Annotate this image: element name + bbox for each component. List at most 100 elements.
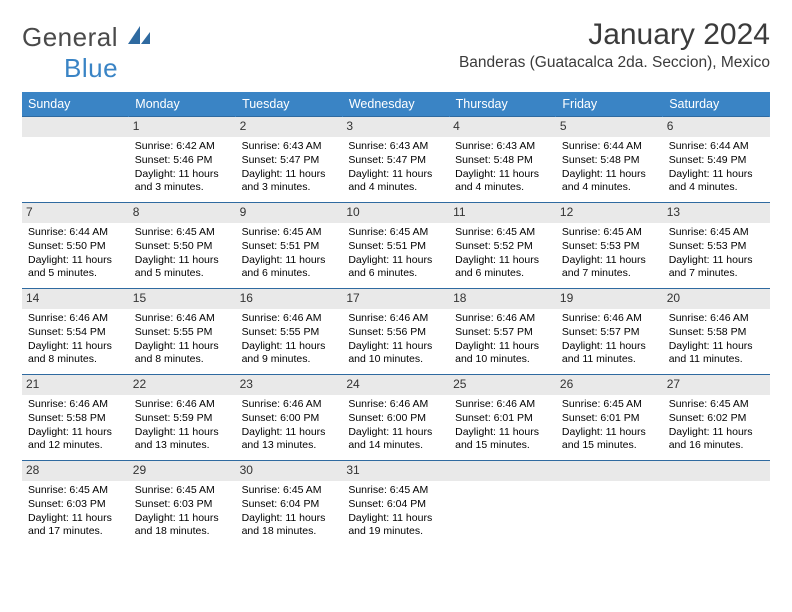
day-header: Friday xyxy=(556,92,663,117)
daylight-text: Daylight: 11 hours and 10 minutes. xyxy=(348,340,443,368)
daylight-text: Daylight: 11 hours and 12 minutes. xyxy=(28,426,123,454)
day-number: 24 xyxy=(342,375,449,395)
sunset-text: Sunset: 6:03 PM xyxy=(28,498,123,512)
sunset-text: Sunset: 5:58 PM xyxy=(28,412,123,426)
sunset-text: Sunset: 6:00 PM xyxy=(242,412,337,426)
daylight-text: Daylight: 11 hours and 5 minutes. xyxy=(28,254,123,282)
day-cell: 6Sunrise: 6:44 AMSunset: 5:49 PMDaylight… xyxy=(663,117,770,203)
day-number: 21 xyxy=(22,375,129,395)
day-header: Thursday xyxy=(449,92,556,117)
daylight-text: Daylight: 11 hours and 3 minutes. xyxy=(135,168,230,196)
sunrise-text: Sunrise: 6:46 AM xyxy=(348,312,443,326)
day-number: 14 xyxy=(22,289,129,309)
day-header: Saturday xyxy=(663,92,770,117)
day-number: 29 xyxy=(129,461,236,481)
sunrise-text: Sunrise: 6:45 AM xyxy=(242,484,337,498)
daylight-text: Daylight: 11 hours and 11 minutes. xyxy=(562,340,657,368)
day-content: Sunrise: 6:43 AMSunset: 5:47 PMDaylight:… xyxy=(348,140,443,195)
daylight-text: Daylight: 11 hours and 15 minutes. xyxy=(562,426,657,454)
sunrise-text: Sunrise: 6:45 AM xyxy=(348,226,443,240)
sunrise-text: Sunrise: 6:46 AM xyxy=(242,312,337,326)
daylight-text: Daylight: 11 hours and 15 minutes. xyxy=(455,426,550,454)
sunrise-text: Sunrise: 6:45 AM xyxy=(242,226,337,240)
day-cell: 23Sunrise: 6:46 AMSunset: 6:00 PMDayligh… xyxy=(236,375,343,461)
day-header: Wednesday xyxy=(342,92,449,117)
sunset-text: Sunset: 5:55 PM xyxy=(242,326,337,340)
daylight-text: Daylight: 11 hours and 6 minutes. xyxy=(455,254,550,282)
sunset-text: Sunset: 5:53 PM xyxy=(562,240,657,254)
day-number: 12 xyxy=(556,203,663,223)
day-content: Sunrise: 6:46 AMSunset: 5:54 PMDaylight:… xyxy=(28,312,123,367)
day-cell: 8Sunrise: 6:45 AMSunset: 5:50 PMDaylight… xyxy=(129,203,236,289)
sunrise-text: Sunrise: 6:46 AM xyxy=(28,398,123,412)
sunrise-text: Sunrise: 6:46 AM xyxy=(28,312,123,326)
sunrise-text: Sunrise: 6:46 AM xyxy=(455,398,550,412)
sunset-text: Sunset: 6:00 PM xyxy=(348,412,443,426)
sunrise-text: Sunrise: 6:45 AM xyxy=(348,484,443,498)
day-number: 16 xyxy=(236,289,343,309)
day-cell: 5Sunrise: 6:44 AMSunset: 5:48 PMDaylight… xyxy=(556,117,663,203)
sunrise-text: Sunrise: 6:45 AM xyxy=(28,484,123,498)
daylight-text: Daylight: 11 hours and 9 minutes. xyxy=(242,340,337,368)
sunset-text: Sunset: 5:48 PM xyxy=(455,154,550,168)
sunrise-text: Sunrise: 6:45 AM xyxy=(135,226,230,240)
sunset-text: Sunset: 5:56 PM xyxy=(348,326,443,340)
month-title: January 2024 xyxy=(459,18,770,52)
day-cell: 24Sunrise: 6:46 AMSunset: 6:00 PMDayligh… xyxy=(342,375,449,461)
sunrise-text: Sunrise: 6:45 AM xyxy=(135,484,230,498)
day-content: Sunrise: 6:45 AMSunset: 6:03 PMDaylight:… xyxy=(135,484,230,539)
daylight-text: Daylight: 11 hours and 17 minutes. xyxy=(28,512,123,540)
day-cell: 11 Sunrise: 6:45 AMSunset: 5:52 PMDayligh… xyxy=(449,203,556,289)
daylight-text: Daylight: 11 hours and 11 minutes. xyxy=(669,340,764,368)
daylight-text: Daylight: 11 hours and 16 minutes. xyxy=(669,426,764,454)
daylight-text: Daylight: 11 hours and 6 minutes. xyxy=(242,254,337,282)
day-header: Tuesday xyxy=(236,92,343,117)
day-number: 25 xyxy=(449,375,556,395)
daylight-text: Daylight: 11 hours and 18 minutes. xyxy=(135,512,230,540)
daylight-text: Daylight: 11 hours and 7 minutes. xyxy=(562,254,657,282)
daylight-text: Daylight: 11 hours and 13 minutes. xyxy=(242,426,337,454)
sunrise-text: Sunrise: 6:44 AM xyxy=(28,226,123,240)
daylight-text: Daylight: 11 hours and 3 minutes. xyxy=(242,168,337,196)
day-number: 6 xyxy=(663,117,770,137)
week-row: 14 Sunrise: 6:46 AMSunset: 5:54 PMDayligh… xyxy=(22,289,770,375)
day-cell: 27Sunrise: 6:45 AMSunset: 6:02 PMDayligh… xyxy=(663,375,770,461)
sunrise-text: Sunrise: 6:46 AM xyxy=(242,398,337,412)
day-content: Sunrise: 6:45 AMSunset: 5:53 PMDaylight:… xyxy=(669,226,764,281)
sunrise-text: Sunrise: 6:44 AM xyxy=(562,140,657,154)
sunset-text: Sunset: 6:03 PM xyxy=(135,498,230,512)
day-header-row: Sunday Monday Tuesday Wednesday Thursday… xyxy=(22,92,770,117)
day-content: Sunrise: 6:45 AMSunset: 5:51 PMDaylight:… xyxy=(348,226,443,281)
day-number: 11 xyxy=(449,203,556,223)
day-cell: 19Sunrise: 6:46 AMSunset: 5:57 PMDayligh… xyxy=(556,289,663,375)
day-cell: 15Sunrise: 6:46 AMSunset: 5:55 PMDayligh… xyxy=(129,289,236,375)
logo-text: General Blue xyxy=(22,22,152,84)
day-content: Sunrise: 6:45 AMSunset: 6:04 PMDaylight:… xyxy=(348,484,443,539)
day-number xyxy=(663,461,770,481)
day-cell: 12Sunrise: 6:45 AMSunset: 5:53 PMDayligh… xyxy=(556,203,663,289)
sunrise-text: Sunrise: 6:46 AM xyxy=(562,312,657,326)
day-cell: 10Sunrise: 6:45 AMSunset: 5:51 PMDayligh… xyxy=(342,203,449,289)
day-cell: 9Sunrise: 6:45 AMSunset: 5:51 PMDaylight… xyxy=(236,203,343,289)
day-number: 2 xyxy=(236,117,343,137)
daylight-text: Daylight: 11 hours and 10 minutes. xyxy=(455,340,550,368)
day-content: Sunrise: 6:46 AMSunset: 5:57 PMDaylight:… xyxy=(455,312,550,367)
day-content: Sunrise: 6:46 AMSunset: 6:01 PMDaylight:… xyxy=(455,398,550,453)
day-cell: 17Sunrise: 6:46 AMSunset: 5:56 PMDayligh… xyxy=(342,289,449,375)
sunset-text: Sunset: 6:01 PM xyxy=(455,412,550,426)
day-cell xyxy=(663,461,770,547)
day-content: Sunrise: 6:45 AMSunset: 5:52 PMDaylight:… xyxy=(455,226,550,281)
day-number: 31 xyxy=(342,461,449,481)
day-header: Monday xyxy=(129,92,236,117)
day-content: Sunrise: 6:44 AMSunset: 5:48 PMDaylight:… xyxy=(562,140,657,195)
day-cell: 14 Sunrise: 6:46 AMSunset: 5:54 PMDayligh… xyxy=(22,289,129,375)
day-number xyxy=(22,117,129,137)
day-cell xyxy=(449,461,556,547)
sunset-text: Sunset: 6:04 PM xyxy=(242,498,337,512)
day-content: Sunrise: 6:42 AMSunset: 5:46 PMDaylight:… xyxy=(135,140,230,195)
day-cell: 30Sunrise: 6:45 AMSunset: 6:04 PMDayligh… xyxy=(236,461,343,547)
sunrise-text: Sunrise: 6:46 AM xyxy=(669,312,764,326)
day-cell: 18Sunrise: 6:46 AMSunset: 5:57 PMDayligh… xyxy=(449,289,556,375)
sunset-text: Sunset: 5:47 PM xyxy=(348,154,443,168)
daylight-text: Daylight: 11 hours and 8 minutes. xyxy=(135,340,230,368)
